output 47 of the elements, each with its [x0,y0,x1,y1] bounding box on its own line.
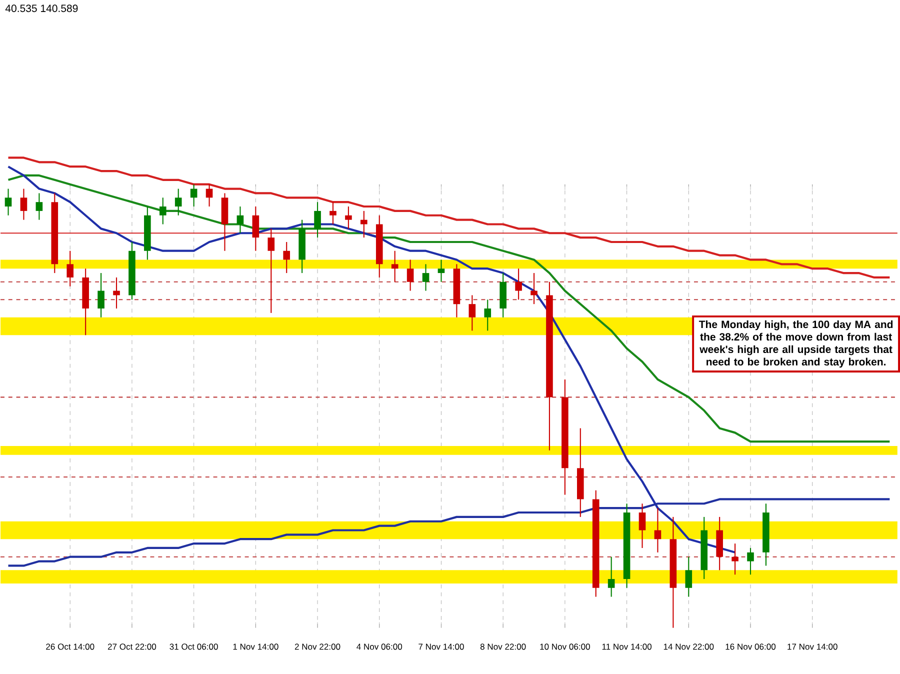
candlestick [468,294,476,332]
candlestick [190,184,198,208]
x-tick-label: 17 Nov 14:00 [788,644,838,650]
candlestick [422,264,430,292]
x-tick-label: 27 Oct 22:00 [108,644,156,650]
candlestick [314,202,321,238]
x-tick-label: 31 Oct 06:00 [170,644,218,650]
candlestick [654,508,662,554]
x-tick-label: 11 Nov 14:00 [602,644,652,650]
x-tick-label: 7 Nov 14:00 [418,644,464,650]
annotation: The Monday high, the 100 day MA and the 38.2% of the move down from last week's high are all upside targets that need to be broken and stay broken. [698,320,893,368]
x-tick-label: 8 Nov 22:00 [480,644,526,650]
candlestick [36,192,43,221]
x-tick-label: 2 Nov 22:00 [294,644,340,650]
candlestick [330,202,336,225]
candlestick [530,272,538,305]
candlestick [391,250,398,283]
candlestick [159,197,166,225]
candlestick [4,188,12,216]
candlestick [515,268,522,300]
candlestick [608,556,615,598]
candlestick [236,206,244,234]
candlestick [638,503,646,549]
candlestick [174,188,182,216]
candlestick [345,206,352,230]
x-tick-label: 10 Nov 06:00 [540,644,590,650]
candlestick [66,250,74,288]
candlestick [747,548,754,576]
candlestick [252,206,260,252]
candlestick [98,272,104,318]
candlestick [685,556,692,598]
candlestick [438,259,445,283]
candlestick [406,259,414,292]
candlestick [360,210,368,238]
candlestick [20,188,28,221]
candlestick [206,184,213,208]
x-tick-label: 1 Nov 14:00 [233,644,278,650]
text: 40.535 140.589 [5,4,78,12]
x-tick-label: 4 Nov 06:00 [356,644,402,650]
x-tick-label: 26 Oct 14:00 [46,644,94,650]
candlestick [113,277,120,310]
candlestick [283,242,290,274]
candlestick [268,228,275,314]
candlestick [732,543,738,576]
candlestick [484,299,492,332]
x-tick-label: 16 Nov 06:00 [726,644,776,650]
x-tick-label: 14 Nov 22:00 [664,644,714,650]
